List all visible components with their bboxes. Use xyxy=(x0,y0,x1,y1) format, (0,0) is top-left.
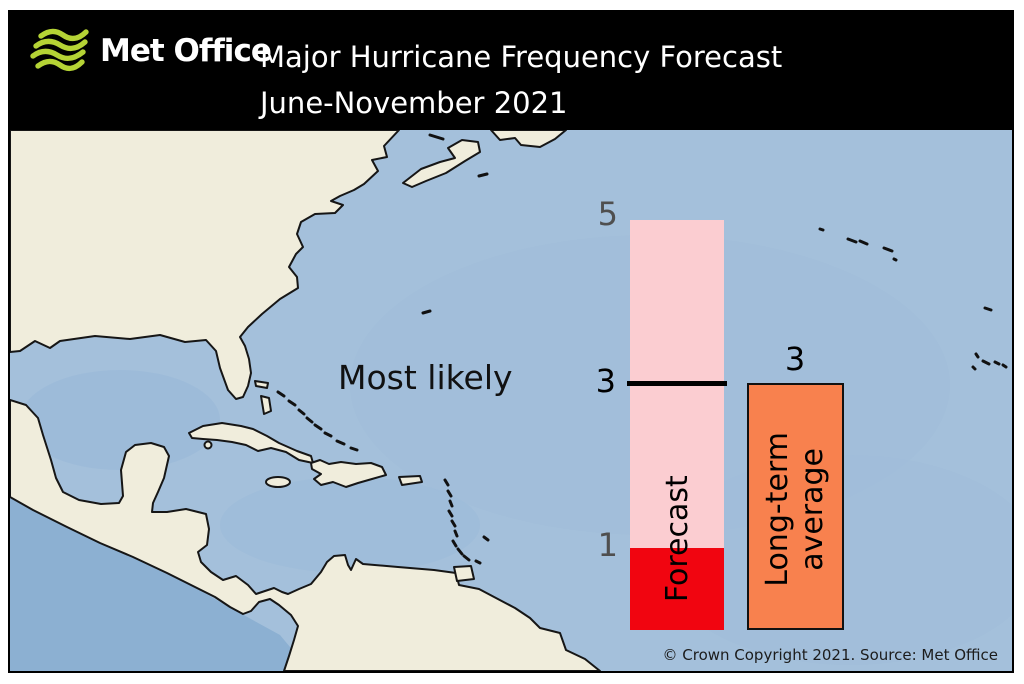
barbados-icon xyxy=(482,535,490,542)
bahamas-cay-icon xyxy=(276,390,286,398)
azores-icon xyxy=(846,237,858,244)
canary-islands-icon xyxy=(1001,363,1008,369)
turks-caicos-icon xyxy=(349,446,359,452)
header-bar: Met Office Major Hurricane Frequency For… xyxy=(10,12,1012,130)
newfoundland-landmass xyxy=(490,130,567,148)
lesser-antilles-icon xyxy=(443,478,450,487)
met-office-waves-icon xyxy=(30,28,89,72)
ytick-5: 5 xyxy=(597,195,618,233)
prince-edward-island-icon xyxy=(428,133,445,141)
lesser-antilles-icon xyxy=(447,509,454,518)
title-line-1: Major Hurricane Frequency Forecast xyxy=(260,40,783,74)
lesser-antilles-icon xyxy=(456,547,464,556)
forecast-figure: Met Office Major Hurricane Frequency For… xyxy=(8,10,1014,673)
grand-bahama-island xyxy=(254,380,269,389)
lesser-antilles-icon xyxy=(446,489,453,498)
long-term-average-label-wrap: Long-term average xyxy=(747,392,844,627)
figure-title: Major Hurricane Frequency Forecast June-… xyxy=(260,34,782,126)
long-term-average-value-label: 3 xyxy=(784,340,806,378)
azores-icon xyxy=(818,227,825,232)
hispaniola-island xyxy=(310,459,387,488)
north-america-landmass xyxy=(10,130,400,400)
canary-islands-icon xyxy=(981,359,991,366)
bahamas-cay-icon xyxy=(313,423,323,431)
isle-of-youth-island xyxy=(203,440,213,450)
lesser-antilles-icon xyxy=(450,519,457,528)
small-islands-group xyxy=(276,133,1008,565)
cuba-island xyxy=(188,422,314,464)
grenada-icon xyxy=(462,554,471,562)
gulf-of-mexico-shading xyxy=(20,370,220,470)
nova-scotia-landmass xyxy=(402,139,481,188)
madeira-icon xyxy=(983,306,993,312)
tobago-icon xyxy=(474,559,482,565)
puerto-rico-island xyxy=(398,475,423,486)
ytick-1: 1 xyxy=(597,526,618,564)
azores-icon xyxy=(892,257,898,262)
met-office-wordmark: Met Office xyxy=(100,33,272,69)
bermuda-icon xyxy=(421,309,432,315)
most-likely-line xyxy=(627,381,727,386)
ytick-3: 3 xyxy=(595,362,616,400)
bahamas-cay-icon xyxy=(323,431,333,438)
central-south-america-landmass xyxy=(10,399,601,671)
title-line-2: June-November 2021 xyxy=(260,86,568,120)
forecast-below-range-segment xyxy=(630,548,724,630)
sable-island-icon xyxy=(477,172,489,178)
lesser-antilles-icon xyxy=(448,499,454,508)
long-term-average-label: Long-term average xyxy=(760,432,831,587)
forecast-bar-label-wrap: Forecast xyxy=(630,448,724,630)
bahamas-cay-icon xyxy=(297,408,306,416)
andros-island xyxy=(260,395,272,415)
most-likely-annotation: Most likely xyxy=(338,358,513,397)
caribbean-sea-shading xyxy=(220,477,480,573)
trinidad-island xyxy=(453,565,475,582)
lta-label-line-1: Long-term xyxy=(760,432,796,587)
canary-islands-icon xyxy=(971,365,977,371)
lta-label-line-2: average xyxy=(795,448,831,571)
lesser-antilles-icon xyxy=(453,529,459,538)
azores-icon xyxy=(882,246,894,253)
azores-icon xyxy=(858,239,869,246)
lesser-antilles-icon xyxy=(451,539,458,548)
forecast-bar-label: Forecast xyxy=(659,475,695,603)
atlantic-basin-map xyxy=(10,130,1012,671)
map-area: Most likely 5 3 1 3 Forecast Long-term a… xyxy=(10,130,1012,671)
copyright-notice: © Crown Copyright 2021. Source: Met Offi… xyxy=(662,646,998,664)
met-office-logo: Met Office xyxy=(30,26,272,76)
bahamas-cay-icon xyxy=(305,416,314,424)
jamaica-island xyxy=(265,476,291,488)
long-term-average-bar xyxy=(747,383,844,630)
bahamas-cay-icon xyxy=(335,439,346,446)
canary-islands-icon xyxy=(993,360,1001,366)
canary-islands-icon xyxy=(974,352,980,359)
bahamas-cay-icon xyxy=(287,399,297,407)
